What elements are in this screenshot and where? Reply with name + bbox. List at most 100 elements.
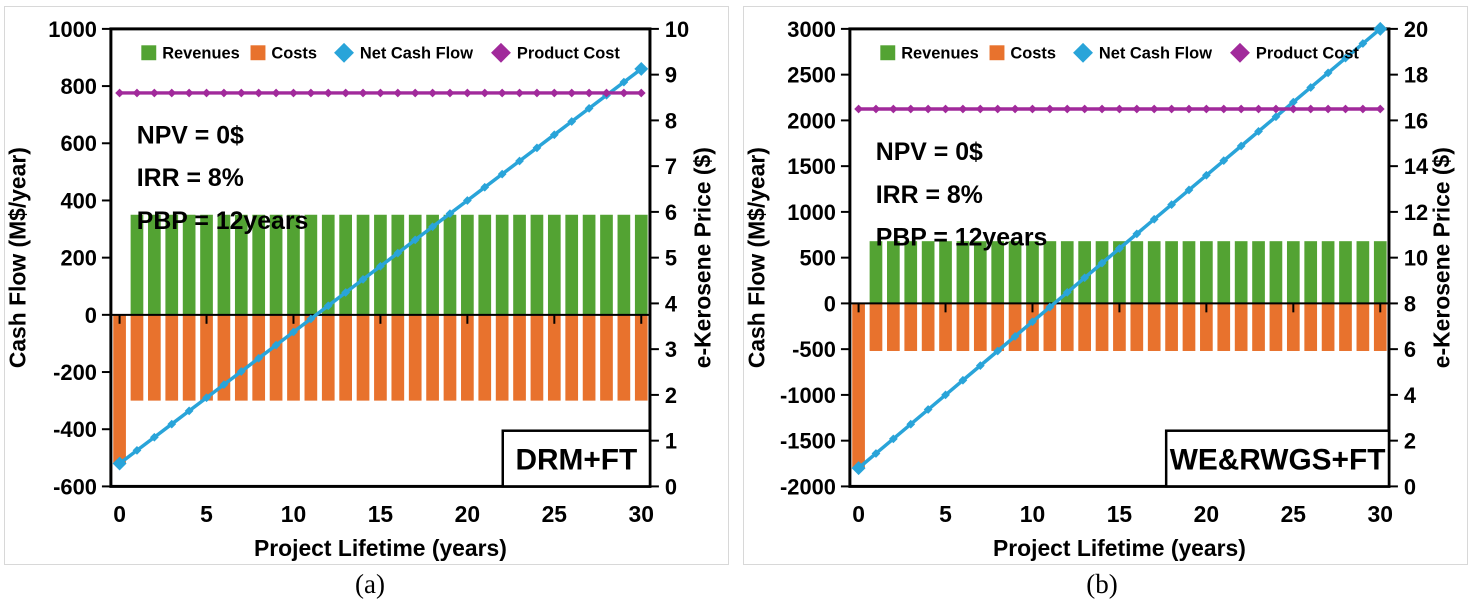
right-tick-label: 12: [1404, 200, 1428, 225]
right-tick-label: 2: [1404, 429, 1416, 454]
left-tick-label: 800: [60, 74, 96, 99]
legend-swatch-costs: [989, 45, 1005, 61]
diamond-marker: [462, 196, 472, 205]
diamond-marker: [1062, 288, 1072, 297]
diamond-marker: [115, 88, 124, 98]
bar-series-costs: [113, 314, 648, 464]
diamond-marker: [445, 209, 455, 218]
bar: [513, 314, 526, 401]
legend-swatch-revenues: [141, 45, 157, 61]
bar: [1095, 303, 1109, 351]
bar: [1182, 241, 1196, 304]
bar: [321, 314, 335, 401]
left-tick-label: 500: [799, 246, 836, 271]
diamond-marker: [851, 461, 866, 476]
corner-label-box: [1164, 429, 1391, 488]
legend-label: Product Cost: [517, 45, 621, 63]
legend-label: Net Cash Flow: [360, 45, 473, 63]
left-tick-label: 0: [85, 303, 97, 328]
diamond-marker: [289, 88, 298, 98]
diamond-marker: [445, 88, 455, 98]
bar: [582, 314, 596, 401]
diamond-marker: [1010, 104, 1020, 114]
diamond-marker: [358, 275, 368, 284]
diamond-marker: [1132, 104, 1142, 114]
diamond-marker: [854, 104, 863, 114]
diamond-marker: [306, 88, 316, 98]
diamond-marker: [1341, 53, 1350, 63]
diamond-marker: [1373, 21, 1388, 36]
right-tick-label: 10: [665, 17, 689, 42]
diamond-marker: [515, 88, 524, 98]
bar: [478, 314, 492, 401]
x-axis-title: Project Lifetime (years): [254, 535, 507, 561]
plot-frame: [848, 27, 1391, 488]
bar: [148, 314, 161, 401]
right-tick-label: 20: [1404, 17, 1428, 42]
left-tick-label: 600: [60, 131, 96, 156]
caption-a: (a): [355, 569, 385, 599]
right-tick-label: 6: [1404, 337, 1416, 362]
bar: [634, 214, 648, 315]
legend-label: Revenues: [901, 45, 979, 63]
diamond-marker: [149, 88, 159, 98]
legend-label: Product Cost: [1256, 45, 1360, 63]
bar: [234, 314, 248, 401]
plot-frame: [109, 27, 652, 488]
left-tick-label: -1000: [780, 383, 836, 408]
bar: [1321, 303, 1335, 351]
annotation-line: PBP = 12years: [876, 224, 1048, 252]
diamond-marker: [602, 88, 611, 98]
bar: [165, 314, 179, 401]
diamond-marker: [428, 222, 437, 232]
diamond-marker: [1288, 104, 1298, 114]
right-tick-label: 7: [665, 154, 677, 179]
diamond-marker: [358, 88, 368, 98]
diamond-marker: [289, 327, 298, 337]
diamond-marker: [1062, 104, 1072, 114]
bar: [600, 214, 613, 315]
legend-label: Costs: [1010, 45, 1056, 63]
diamond-marker: [888, 104, 898, 114]
bar: [939, 303, 952, 351]
diamond-marker: [219, 380, 229, 389]
diamond-marker: [376, 88, 385, 98]
right-tick-label: 10: [1404, 246, 1428, 271]
x-tick-label: 25: [542, 501, 568, 527]
bar: [547, 314, 561, 401]
corner-label-box: [501, 429, 652, 488]
diamond-marker: [410, 88, 420, 98]
bar: [869, 241, 883, 304]
x-tick-label: 15: [1107, 501, 1133, 527]
bar: [1234, 303, 1248, 351]
bar: [461, 314, 474, 401]
left-tick-label: 400: [60, 188, 96, 213]
diamond-marker: [480, 182, 490, 192]
right-tick-label: 4: [665, 291, 678, 316]
left-tick-label: -500: [792, 337, 836, 362]
bar: [1008, 303, 1022, 351]
right-tick-label: 18: [1404, 63, 1428, 88]
right-tick-label: 5: [665, 246, 677, 271]
left-tick-label: 1000: [48, 17, 97, 42]
diamond-marker: [1167, 104, 1176, 114]
bar: [1373, 241, 1387, 304]
bar: [391, 314, 405, 401]
diamond-marker: [1115, 104, 1124, 114]
bar: [391, 214, 405, 315]
diamond-marker: [1236, 104, 1246, 114]
bar: [1356, 241, 1370, 304]
diamond-marker: [167, 88, 177, 98]
bar: [1217, 303, 1231, 351]
diamond-marker: [1097, 258, 1107, 268]
left-tick-label: 200: [60, 246, 96, 271]
bar: [1339, 241, 1352, 304]
bar: [1252, 303, 1265, 351]
left-tick-label: -1500: [780, 429, 836, 454]
annotation-line: PBP = 12years: [137, 207, 309, 235]
diamond-marker: [1230, 42, 1250, 63]
bar: [973, 241, 987, 304]
bar: [1026, 303, 1039, 351]
diamond-marker: [480, 88, 490, 98]
